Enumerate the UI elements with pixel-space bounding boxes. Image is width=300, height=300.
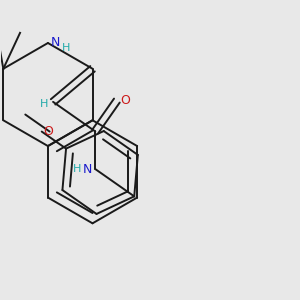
- Text: H: H: [62, 43, 70, 53]
- Text: N: N: [51, 37, 60, 50]
- Text: H: H: [73, 164, 81, 174]
- Text: N: N: [83, 163, 92, 176]
- Text: H: H: [40, 99, 48, 109]
- Text: O: O: [120, 94, 130, 107]
- Text: O: O: [44, 125, 54, 138]
